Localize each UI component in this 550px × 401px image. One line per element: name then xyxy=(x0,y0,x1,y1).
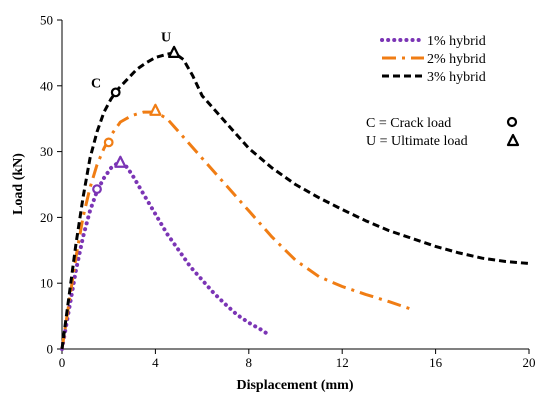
series-line-1-percent-hybrid xyxy=(60,160,270,351)
legend: 1% hybrid 2% hybrid 3% hybrid xyxy=(380,34,486,85)
y-tick-label: 0 xyxy=(47,342,54,357)
crack-load-marker xyxy=(103,137,114,148)
x-axis-title: Displacement (mm) xyxy=(236,378,353,393)
ultimate-load-marker xyxy=(167,45,181,58)
x-tick-label: 8 xyxy=(246,355,253,370)
y-axis-title: Load (kN) xyxy=(11,153,26,215)
legend-label-1-percent-hybrid: 1% hybrid xyxy=(427,34,486,49)
crack-load-marker xyxy=(110,87,121,98)
y-tick-label: 50 xyxy=(40,13,53,28)
crack-load-symbol xyxy=(506,116,518,128)
legend-label-2-percent-hybrid: 2% hybrid xyxy=(427,52,486,67)
ultimate-load-symbol xyxy=(506,133,520,147)
ticks: 0 4 8 12 16 20 0 10 20 30 40 50 xyxy=(40,13,536,371)
series-line-3-percent-hybrid xyxy=(60,51,530,350)
crack-load-note: C = Crack load xyxy=(366,116,451,131)
point-label-u: U xyxy=(161,30,171,45)
y-tick-label: 10 xyxy=(40,276,53,291)
series-line-2-percent-hybrid xyxy=(60,110,413,350)
label-layer: CU xyxy=(91,30,171,91)
crack-load-marker xyxy=(92,184,102,195)
x-tick-label: 0 xyxy=(59,355,66,370)
legend-label-3-percent-hybrid: 3% hybrid xyxy=(427,70,486,85)
y-tick-label: 20 xyxy=(40,210,53,225)
x-tick-label: 20 xyxy=(523,355,536,370)
ultimate-load-note: U = Ultimate load xyxy=(366,134,468,149)
x-tick-label: 16 xyxy=(429,355,443,370)
marker-layer xyxy=(92,45,181,195)
series-layer xyxy=(60,51,530,351)
x-tick-label: 12 xyxy=(336,355,349,370)
point-label-c: C xyxy=(91,77,101,92)
marker-key: C = Crack load U = Ultimate load xyxy=(366,116,520,149)
ultimate-load-marker xyxy=(149,103,162,116)
y-tick-label: 40 xyxy=(40,78,53,93)
axes xyxy=(61,20,529,350)
ultimate-load-marker xyxy=(114,155,127,168)
y-tick-label: 30 xyxy=(40,144,53,159)
x-tick-label: 4 xyxy=(152,355,159,370)
